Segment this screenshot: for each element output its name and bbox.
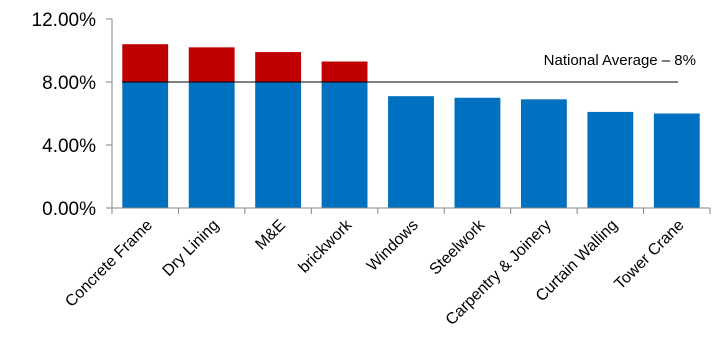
bar-base-2 — [255, 82, 302, 208]
bar-excess-3 — [321, 61, 368, 82]
x-tick-label: Tower Crane — [611, 217, 687, 293]
bar-base-7 — [587, 111, 634, 208]
x-tick-label: Dry Lining — [160, 217, 223, 280]
bar-base-5 — [454, 97, 501, 208]
y-tick-label: 8.00% — [42, 73, 96, 94]
bar-excess-2 — [255, 52, 302, 82]
bar-base-4 — [388, 96, 434, 208]
national-average-line: National Average – 8% — [121, 52, 696, 83]
x-tick-label: M&E — [252, 217, 289, 254]
x-tick-label: Concrete Frame — [62, 217, 156, 311]
bar-base-6 — [520, 99, 567, 208]
bar-base-3 — [321, 82, 368, 208]
y-axis: 0.00% 4.00% 8.00% 12.00% — [32, 10, 113, 220]
x-tick-label: brickwork — [296, 216, 357, 277]
x-axis: Concrete Frame Dry Lining M&E brickwork Wind… — [62, 207, 711, 329]
reference-line-label: National Average – 8% — [544, 52, 696, 69]
bar-base-0 — [122, 82, 169, 208]
bar-excess-1 — [188, 47, 235, 82]
x-tick-label: Steelwork — [427, 216, 489, 278]
y-tick-label: 4.00% — [42, 136, 96, 157]
x-tick-label: Windows — [364, 217, 422, 275]
y-tick-label: 0.00% — [42, 199, 96, 220]
bar-excess-0 — [122, 44, 169, 82]
bar-base-1 — [188, 82, 235, 208]
y-tick-label: 12.00% — [32, 10, 97, 31]
bar-base-8 — [653, 113, 700, 208]
bars — [122, 44, 700, 208]
